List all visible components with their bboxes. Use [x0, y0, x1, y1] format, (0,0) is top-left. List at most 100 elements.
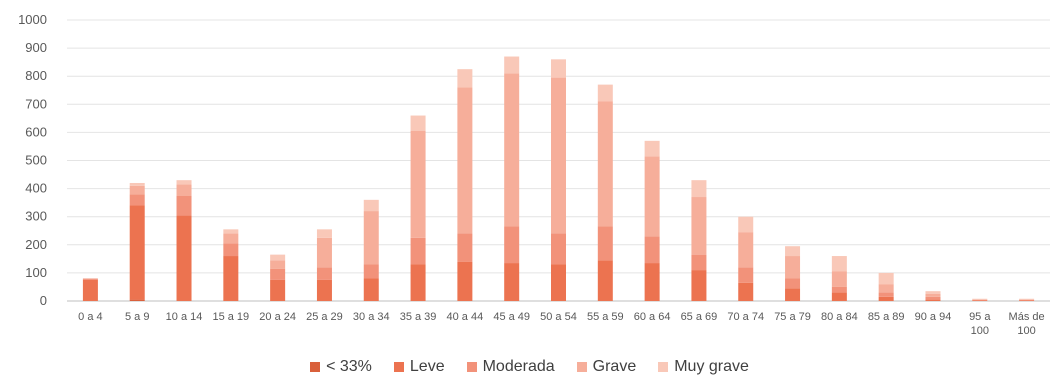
bars	[82, 56, 1035, 301]
bar-segment-moderada	[925, 296, 941, 300]
y-tick-label: 300	[25, 209, 47, 224]
bar-segment-leve	[597, 260, 613, 301]
bar-segment-leve	[270, 279, 286, 301]
bar-segment-grave	[831, 271, 847, 287]
bar-segment-grave	[551, 77, 566, 234]
x-tick-label: 75 a 79	[774, 311, 811, 323]
legend-item: Leve	[393, 358, 445, 376]
x-tick-label: 60 a 64	[634, 311, 671, 323]
bar-segment-grave	[129, 185, 145, 195]
y-axis: 0 100 200 300 400 500 600 700 800 900 1000	[18, 12, 47, 308]
bar-segment-muy-grave	[1019, 298, 1035, 300]
bar-segment-muy-grave	[972, 298, 988, 300]
y-tick-label: 1000	[18, 12, 47, 27]
bar-segment-moderada	[129, 194, 145, 206]
x-tick-label: 10 a 14	[166, 311, 203, 323]
x-tick-label: 45 a 49	[493, 311, 530, 323]
bar-segment-leve	[551, 264, 566, 301]
bar-segment-moderada	[223, 243, 239, 257]
y-tick-label: 800	[25, 68, 47, 83]
bar-segment-grave	[316, 237, 332, 268]
x-tick-label: 40 a 44	[447, 311, 484, 323]
x-tick-label: 50 a 54	[540, 311, 577, 323]
legend: < 33% Leve Moderada Grave Muy grave	[0, 358, 1059, 376]
legend-item: Moderada	[466, 358, 555, 376]
bar-segment-leve	[223, 256, 239, 301]
bar-segment-muy-grave	[176, 180, 192, 185]
x-tick-label: 0 a 4	[78, 311, 102, 323]
bar-segment-moderada	[504, 226, 520, 264]
x-tick-label: 35 a 39	[400, 311, 437, 323]
x-tick-label: 95 a	[969, 311, 991, 323]
legend-swatch	[393, 362, 404, 372]
bar-segment-33	[129, 299, 145, 301]
y-tick-label: 200	[25, 237, 47, 252]
x-tick-label: 100	[1017, 325, 1035, 337]
bar-segment-grave	[972, 299, 988, 300]
bar-segment-leve	[1019, 300, 1035, 301]
bar-segment-moderada	[597, 226, 613, 261]
bar-segment-muy-grave	[457, 69, 473, 88]
bar-segment-grave	[223, 233, 239, 244]
bar-segment-moderada	[691, 254, 707, 271]
bar-segment-moderada	[270, 268, 286, 280]
bar-segment-leve	[972, 300, 988, 301]
y-tick-label: 900	[25, 40, 47, 55]
x-tick-label: 100	[971, 325, 989, 337]
bar-segment-leve	[925, 299, 941, 301]
bar-segment-muy-grave	[785, 246, 801, 257]
x-tick-label: 90 a 94	[915, 311, 952, 323]
bar-segment-leve	[691, 270, 707, 301]
bar-segment-muy-grave	[504, 56, 520, 74]
bar-segment-leve	[738, 282, 754, 301]
x-tick-label: 15 a 19	[212, 311, 249, 323]
legend-item: Muy grave	[658, 358, 749, 376]
bar-segment-grave	[270, 260, 286, 269]
bar-segment-muy-grave	[878, 272, 894, 285]
bar-segment-moderada	[1019, 299, 1035, 301]
bar-segment-muy-grave	[644, 140, 660, 157]
bar-segment-moderada	[176, 195, 192, 216]
bar-segment-muy-grave	[363, 199, 379, 212]
legend-swatch	[576, 362, 587, 372]
legend-swatch	[466, 362, 477, 372]
x-tick-label: 25 a 29	[306, 311, 343, 323]
bar-segment-grave	[738, 232, 754, 268]
x-tick-label: 70 a 74	[727, 311, 764, 323]
x-tick-label: 20 a 24	[259, 311, 296, 323]
x-tick-label: 85 a 89	[868, 311, 905, 323]
legend-label: < 33%	[326, 358, 372, 375]
x-tick-label: Más de	[1009, 311, 1045, 323]
bar-segment-grave	[363, 211, 379, 265]
bar-segment-grave	[457, 87, 473, 234]
legend-swatch	[310, 362, 321, 372]
bar-segment-grave	[925, 293, 941, 297]
bar-segment-muy-grave	[316, 229, 332, 238]
bar-segment-grave	[878, 284, 894, 293]
bar-segment-muy-grave	[925, 291, 941, 294]
bar-segment-moderada	[551, 233, 566, 265]
bar-segment-muy-grave	[738, 216, 754, 233]
x-axis: 0 a 4 5 a 9 10 a 14 15 a 19 20 a 24 25 a 29 30…	[78, 311, 1044, 337]
bar-segment-moderada	[82, 278, 98, 280]
x-tick-label: 5 a 9	[125, 311, 149, 323]
bar-segment-moderada	[831, 286, 847, 293]
bar-segment-muy-grave	[597, 84, 613, 102]
x-tick-label: 55 a 59	[587, 311, 624, 323]
bar-segment-grave	[644, 156, 660, 237]
bar-segment-muy-grave	[691, 180, 707, 198]
legend-swatch	[658, 362, 669, 372]
bar-segment-moderada	[457, 233, 473, 262]
bar-segment-leve	[82, 279, 98, 301]
bar-segment-moderada	[878, 292, 894, 297]
bar-segment-leve	[457, 261, 473, 301]
y-tick-label: 100	[25, 265, 47, 280]
bar-segment-grave	[597, 101, 613, 227]
bar-segment-leve	[129, 205, 145, 300]
bar-segment-leve	[410, 264, 426, 301]
bar-segment-muy-grave	[270, 254, 286, 261]
bar-segment-moderada	[972, 299, 988, 301]
bar-segment-leve	[785, 288, 801, 301]
y-tick-label: 600	[25, 124, 47, 139]
